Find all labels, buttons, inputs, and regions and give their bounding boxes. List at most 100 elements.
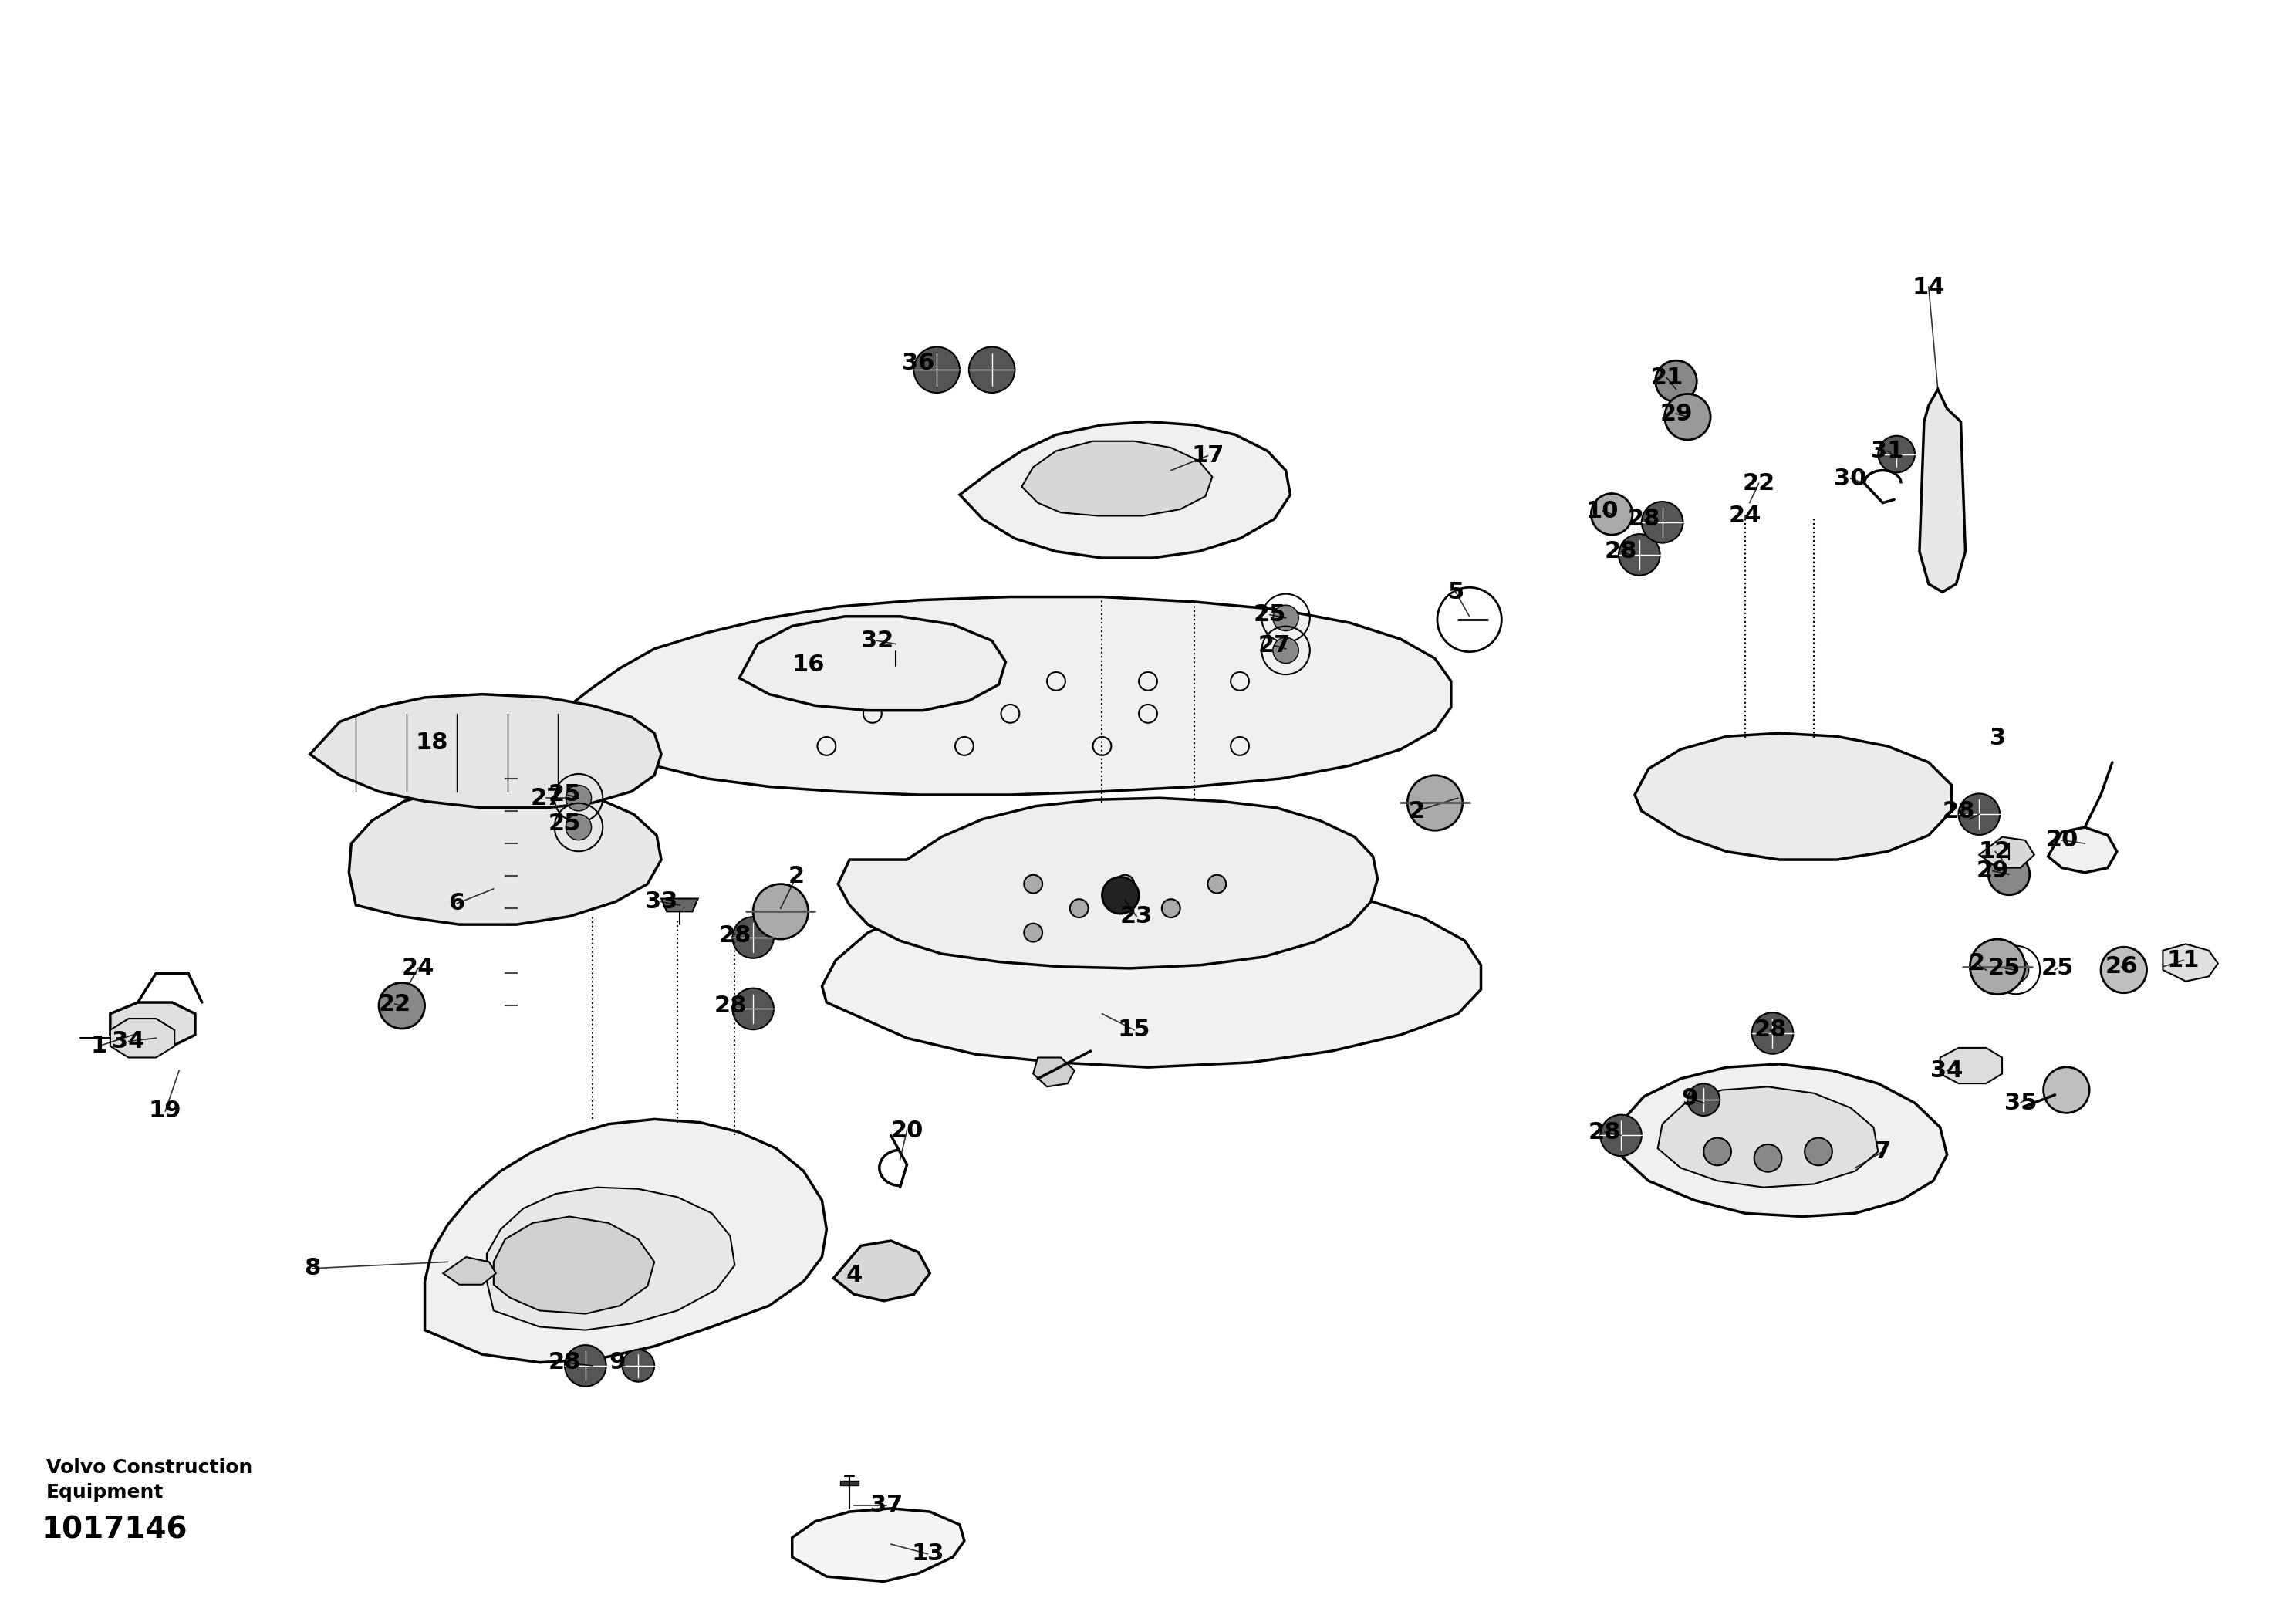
Circle shape	[622, 1350, 654, 1382]
Circle shape	[1070, 899, 1088, 918]
Circle shape	[1958, 793, 2000, 835]
Text: 20: 20	[2046, 829, 2078, 852]
Text: 9: 9	[608, 1351, 627, 1374]
Polygon shape	[1022, 441, 1212, 516]
Text: 24: 24	[1729, 504, 1761, 527]
Circle shape	[2101, 947, 2147, 993]
Text: 25: 25	[549, 813, 581, 835]
Text: 12: 12	[1979, 840, 2011, 863]
Polygon shape	[875, 636, 916, 650]
Text: 28: 28	[1754, 1019, 1786, 1041]
Text: 8: 8	[303, 1257, 321, 1280]
Polygon shape	[425, 1119, 827, 1362]
Text: 25: 25	[1254, 603, 1286, 626]
Text: 28: 28	[1942, 800, 1975, 822]
Polygon shape	[2163, 944, 2218, 981]
Text: 2: 2	[1407, 800, 1426, 822]
Text: 5: 5	[1446, 581, 1465, 603]
Circle shape	[1272, 637, 1300, 663]
Polygon shape	[960, 422, 1290, 558]
Polygon shape	[840, 1481, 859, 1486]
Text: 14: 14	[1913, 276, 1945, 298]
Polygon shape	[1940, 1048, 2002, 1083]
Text: 13: 13	[912, 1543, 944, 1565]
Text: 34: 34	[1931, 1059, 1963, 1082]
Text: 28: 28	[1605, 540, 1637, 563]
Text: 32: 32	[861, 629, 893, 652]
Circle shape	[1208, 874, 1226, 894]
Text: 29: 29	[1660, 402, 1692, 425]
Text: 9: 9	[1681, 1087, 1699, 1109]
Circle shape	[2002, 957, 2030, 983]
Circle shape	[1116, 874, 1134, 894]
Text: 3: 3	[1988, 727, 2007, 749]
Text: 33: 33	[645, 890, 677, 913]
Polygon shape	[443, 1257, 496, 1285]
Text: 25: 25	[2041, 957, 2073, 980]
Circle shape	[1754, 1145, 1782, 1171]
Text: 7: 7	[1874, 1140, 1892, 1163]
Text: 35: 35	[2004, 1092, 2037, 1114]
Circle shape	[1752, 1012, 1793, 1054]
Circle shape	[1970, 939, 2025, 994]
Text: 15: 15	[1118, 1019, 1150, 1041]
Polygon shape	[2048, 827, 2117, 873]
Text: 28: 28	[1628, 508, 1660, 530]
Circle shape	[1162, 899, 1180, 918]
Text: 25: 25	[549, 783, 581, 806]
Text: 28: 28	[714, 994, 746, 1017]
Text: 25: 25	[1988, 957, 2020, 980]
Polygon shape	[792, 1508, 964, 1581]
Circle shape	[732, 916, 774, 959]
Text: 23: 23	[1120, 905, 1153, 928]
Polygon shape	[1033, 1058, 1075, 1087]
Polygon shape	[1616, 1064, 1947, 1216]
Polygon shape	[833, 1241, 930, 1301]
Polygon shape	[661, 899, 698, 912]
Text: 28: 28	[1589, 1121, 1621, 1144]
Text: Equipment: Equipment	[46, 1483, 163, 1502]
Text: 27: 27	[1258, 634, 1290, 657]
Text: 18: 18	[416, 732, 448, 754]
Circle shape	[914, 347, 960, 393]
Circle shape	[379, 983, 425, 1028]
Text: 34: 34	[113, 1030, 145, 1053]
Circle shape	[1655, 360, 1697, 402]
Polygon shape	[838, 798, 1378, 968]
Circle shape	[1024, 874, 1042, 894]
Text: 24: 24	[402, 957, 434, 980]
Circle shape	[565, 1345, 606, 1387]
Circle shape	[1642, 501, 1683, 543]
Text: 2: 2	[788, 865, 806, 887]
Circle shape	[1591, 493, 1632, 535]
Text: 1017146: 1017146	[41, 1515, 188, 1544]
Polygon shape	[1919, 389, 1965, 592]
Text: 29: 29	[1977, 860, 2009, 882]
Text: 22: 22	[1743, 472, 1775, 495]
Text: 28: 28	[719, 925, 751, 947]
Circle shape	[753, 884, 808, 939]
Text: 20: 20	[891, 1119, 923, 1142]
Circle shape	[1988, 853, 2030, 895]
Polygon shape	[310, 694, 661, 808]
Text: Volvo Construction: Volvo Construction	[46, 1458, 253, 1478]
Text: 22: 22	[379, 993, 411, 1015]
Circle shape	[2043, 1067, 2089, 1113]
Text: 19: 19	[149, 1100, 181, 1122]
Text: 30: 30	[1835, 467, 1867, 490]
Circle shape	[1805, 1139, 1832, 1165]
Circle shape	[1024, 923, 1042, 942]
Polygon shape	[494, 1216, 654, 1314]
Circle shape	[565, 814, 592, 840]
Circle shape	[565, 785, 592, 811]
Circle shape	[1704, 1139, 1731, 1165]
Text: 21: 21	[1651, 367, 1683, 389]
Polygon shape	[822, 881, 1481, 1067]
Text: 4: 4	[845, 1264, 863, 1286]
Polygon shape	[110, 1002, 195, 1046]
Text: 27: 27	[530, 787, 563, 809]
Text: 28: 28	[549, 1351, 581, 1374]
Circle shape	[732, 988, 774, 1030]
Text: 31: 31	[1871, 440, 1903, 462]
Polygon shape	[569, 597, 1451, 795]
